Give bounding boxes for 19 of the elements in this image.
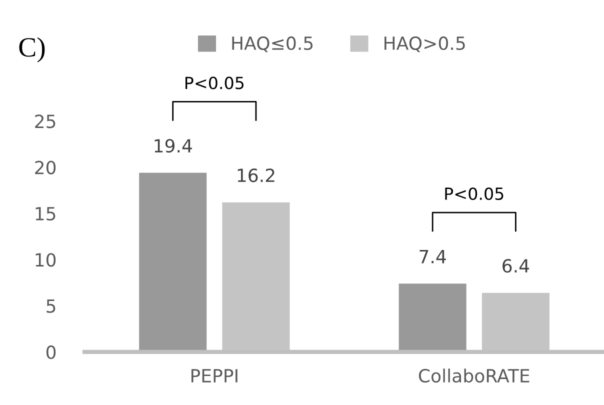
bar: [398, 284, 466, 352]
data-label: 6.4: [502, 259, 530, 273]
x-tick-label: CollaboRATE: [418, 368, 530, 383]
legend-label: HAQ≤0.5: [232, 36, 313, 52]
legend-label: HAQ>0.5: [384, 36, 465, 52]
x-tick-label: PEPPI: [191, 369, 238, 382]
y-tick-label: 25: [35, 114, 56, 128]
data-label: 7.4: [420, 250, 446, 264]
y-tick-label: 0: [46, 345, 56, 360]
data-label: 19.4: [154, 138, 192, 153]
y-tick-label: 15: [36, 207, 56, 221]
annotation: P<0.05: [445, 187, 504, 200]
bar: [139, 172, 207, 352]
text: C): [19, 37, 45, 62]
text: P<0.05: [185, 76, 244, 90]
y-tick-label: 5: [46, 299, 56, 313]
data-label: 16.2: [238, 168, 274, 182]
y-tick-label: 20: [35, 160, 56, 174]
y-tick-label: 10: [36, 253, 56, 267]
